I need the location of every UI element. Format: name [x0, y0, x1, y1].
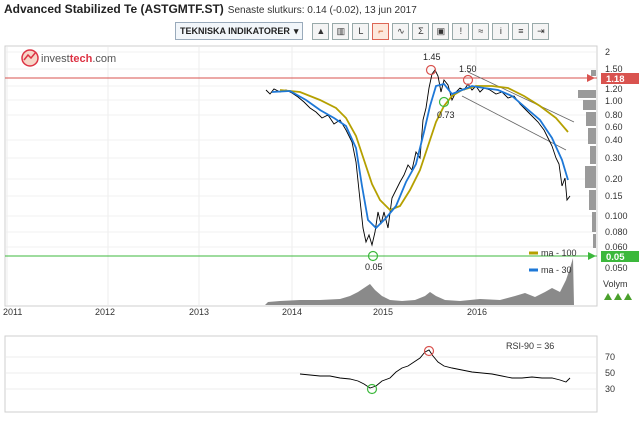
- rsi-trough-marker: [366, 383, 378, 395]
- svg-text:1.50: 1.50: [459, 64, 477, 74]
- menu-icon[interactable]: ≡: [512, 22, 530, 40]
- annotation-bottom-073: 0.73: [437, 96, 455, 120]
- y-tick: 0.40: [605, 135, 623, 145]
- volume-arrows-icon: [604, 293, 632, 300]
- x-tick: 2014: [282, 307, 302, 317]
- last-close: Senaste slutkurs: 0.14 (-0.02), 13 jun 2…: [227, 5, 417, 16]
- annotation-top-150: 1.50: [459, 64, 477, 86]
- rsi-panel-frame: [4, 335, 598, 413]
- legend-ma-100: ma - 100: [541, 248, 577, 258]
- x-tick: 2015: [373, 307, 393, 317]
- rsi-peak-marker: [423, 345, 435, 357]
- annotation-bottom-005: 0.05: [365, 250, 383, 272]
- price-axis: 2 1.50 1.20 1.00 0.80 0.60 0.40 0.30 0.2…: [605, 47, 628, 273]
- y-tick: 1.20: [605, 84, 623, 94]
- svg-text:0.05: 0.05: [365, 262, 383, 272]
- camera-icon[interactable]: ▣: [432, 22, 450, 40]
- alert-icon[interactable]: !: [452, 22, 470, 40]
- logo-text-tech: tech: [70, 53, 93, 65]
- y-tick: 1.00: [605, 96, 623, 106]
- svg-text:0.05: 0.05: [606, 252, 625, 263]
- y-tick: 0.100: [605, 211, 628, 221]
- y-tick: 0.80: [605, 110, 623, 120]
- stock-title: Advanced Stabilized Te (ASTGMTF.ST): [4, 2, 224, 16]
- chevron-down-icon: ▾: [293, 25, 299, 36]
- x-tick: 2016: [467, 307, 487, 317]
- svg-text:investtech.com: investtech.com: [41, 53, 116, 65]
- chart-line-icon[interactable]: L: [352, 22, 370, 40]
- chart-wave-icon[interactable]: ∿: [392, 22, 410, 40]
- info-icon[interactable]: i: [492, 22, 510, 40]
- annotation-top-145: 1.45: [423, 52, 441, 76]
- svg-text:1.18: 1.18: [606, 74, 625, 85]
- y-tick: 0.60: [605, 122, 623, 132]
- trend-channel: [461, 71, 575, 151]
- support-marker: [588, 252, 596, 260]
- rsi-axis: 70 50 30: [605, 352, 615, 394]
- chart-toolbar: TEKNISKA INDIKATORER ▾ ▲ ▥ L ⌐ ∿ Σ ▣ ! ≈…: [175, 22, 550, 40]
- export-icon[interactable]: ⇥: [532, 22, 550, 40]
- resistance-marker: [587, 74, 595, 82]
- rsi-tick: 30: [605, 384, 615, 394]
- svg-text:0.73: 0.73: [437, 110, 455, 120]
- y-tick: 0.080: [605, 227, 628, 237]
- legend: ma - 100 ma - 30: [529, 248, 577, 275]
- volume-area: [265, 258, 574, 305]
- compare-icon[interactable]: ≈: [472, 22, 490, 40]
- dropdown-label: TEKNISKA INDIKATORER: [180, 26, 290, 36]
- technical-indicators-dropdown[interactable]: TEKNISKA INDIKATORER ▾: [175, 22, 304, 40]
- y-tick: 0.060: [605, 242, 628, 252]
- chart-step-icon[interactable]: ⌐: [372, 22, 390, 40]
- volume-profile: [578, 70, 596, 248]
- resistance-label: 1.18: [601, 73, 639, 85]
- rsi-line: [299, 349, 571, 389]
- y-tick: 0.30: [605, 153, 623, 163]
- rsi-tick: 70: [605, 352, 615, 362]
- logo-text-com: .com: [92, 53, 116, 65]
- y-tick: 0.20: [605, 174, 623, 184]
- y-tick: 1.50: [605, 64, 623, 74]
- x-tick: 2013: [189, 307, 209, 317]
- sum-icon[interactable]: Σ: [412, 22, 430, 40]
- ma-100-line: [279, 85, 569, 212]
- x-tick: 2012: [95, 307, 115, 317]
- main-panel-frame: [4, 45, 598, 307]
- y-tick: 0.15: [605, 191, 623, 201]
- support-label: 0.05: [601, 251, 639, 263]
- chart-bars-icon[interactable]: ▥: [332, 22, 350, 40]
- rsi-label: RSI-90 = 36: [506, 341, 554, 351]
- price-line: [265, 69, 571, 247]
- chart-mountain-icon[interactable]: ▲: [312, 22, 330, 40]
- y-tick: 0.050: [605, 263, 628, 273]
- rsi-tick: 50: [605, 368, 615, 378]
- x-axis: 2011 2012 2013 2014 2015 2016: [3, 307, 487, 317]
- y-tick: 2: [605, 47, 610, 57]
- legend-ma-30: ma - 30: [541, 265, 572, 275]
- investtech-logo: investtech.com: [21, 49, 116, 67]
- x-tick: 2011: [3, 307, 22, 317]
- logo-text-invest: invest: [41, 53, 70, 65]
- volume-label: Volym: [603, 279, 628, 289]
- page-title: Advanced Stabilized Te (ASTGMTF.ST) Senas…: [4, 2, 417, 16]
- ma-30-line: [271, 82, 569, 230]
- svg-text:1.45: 1.45: [423, 52, 441, 62]
